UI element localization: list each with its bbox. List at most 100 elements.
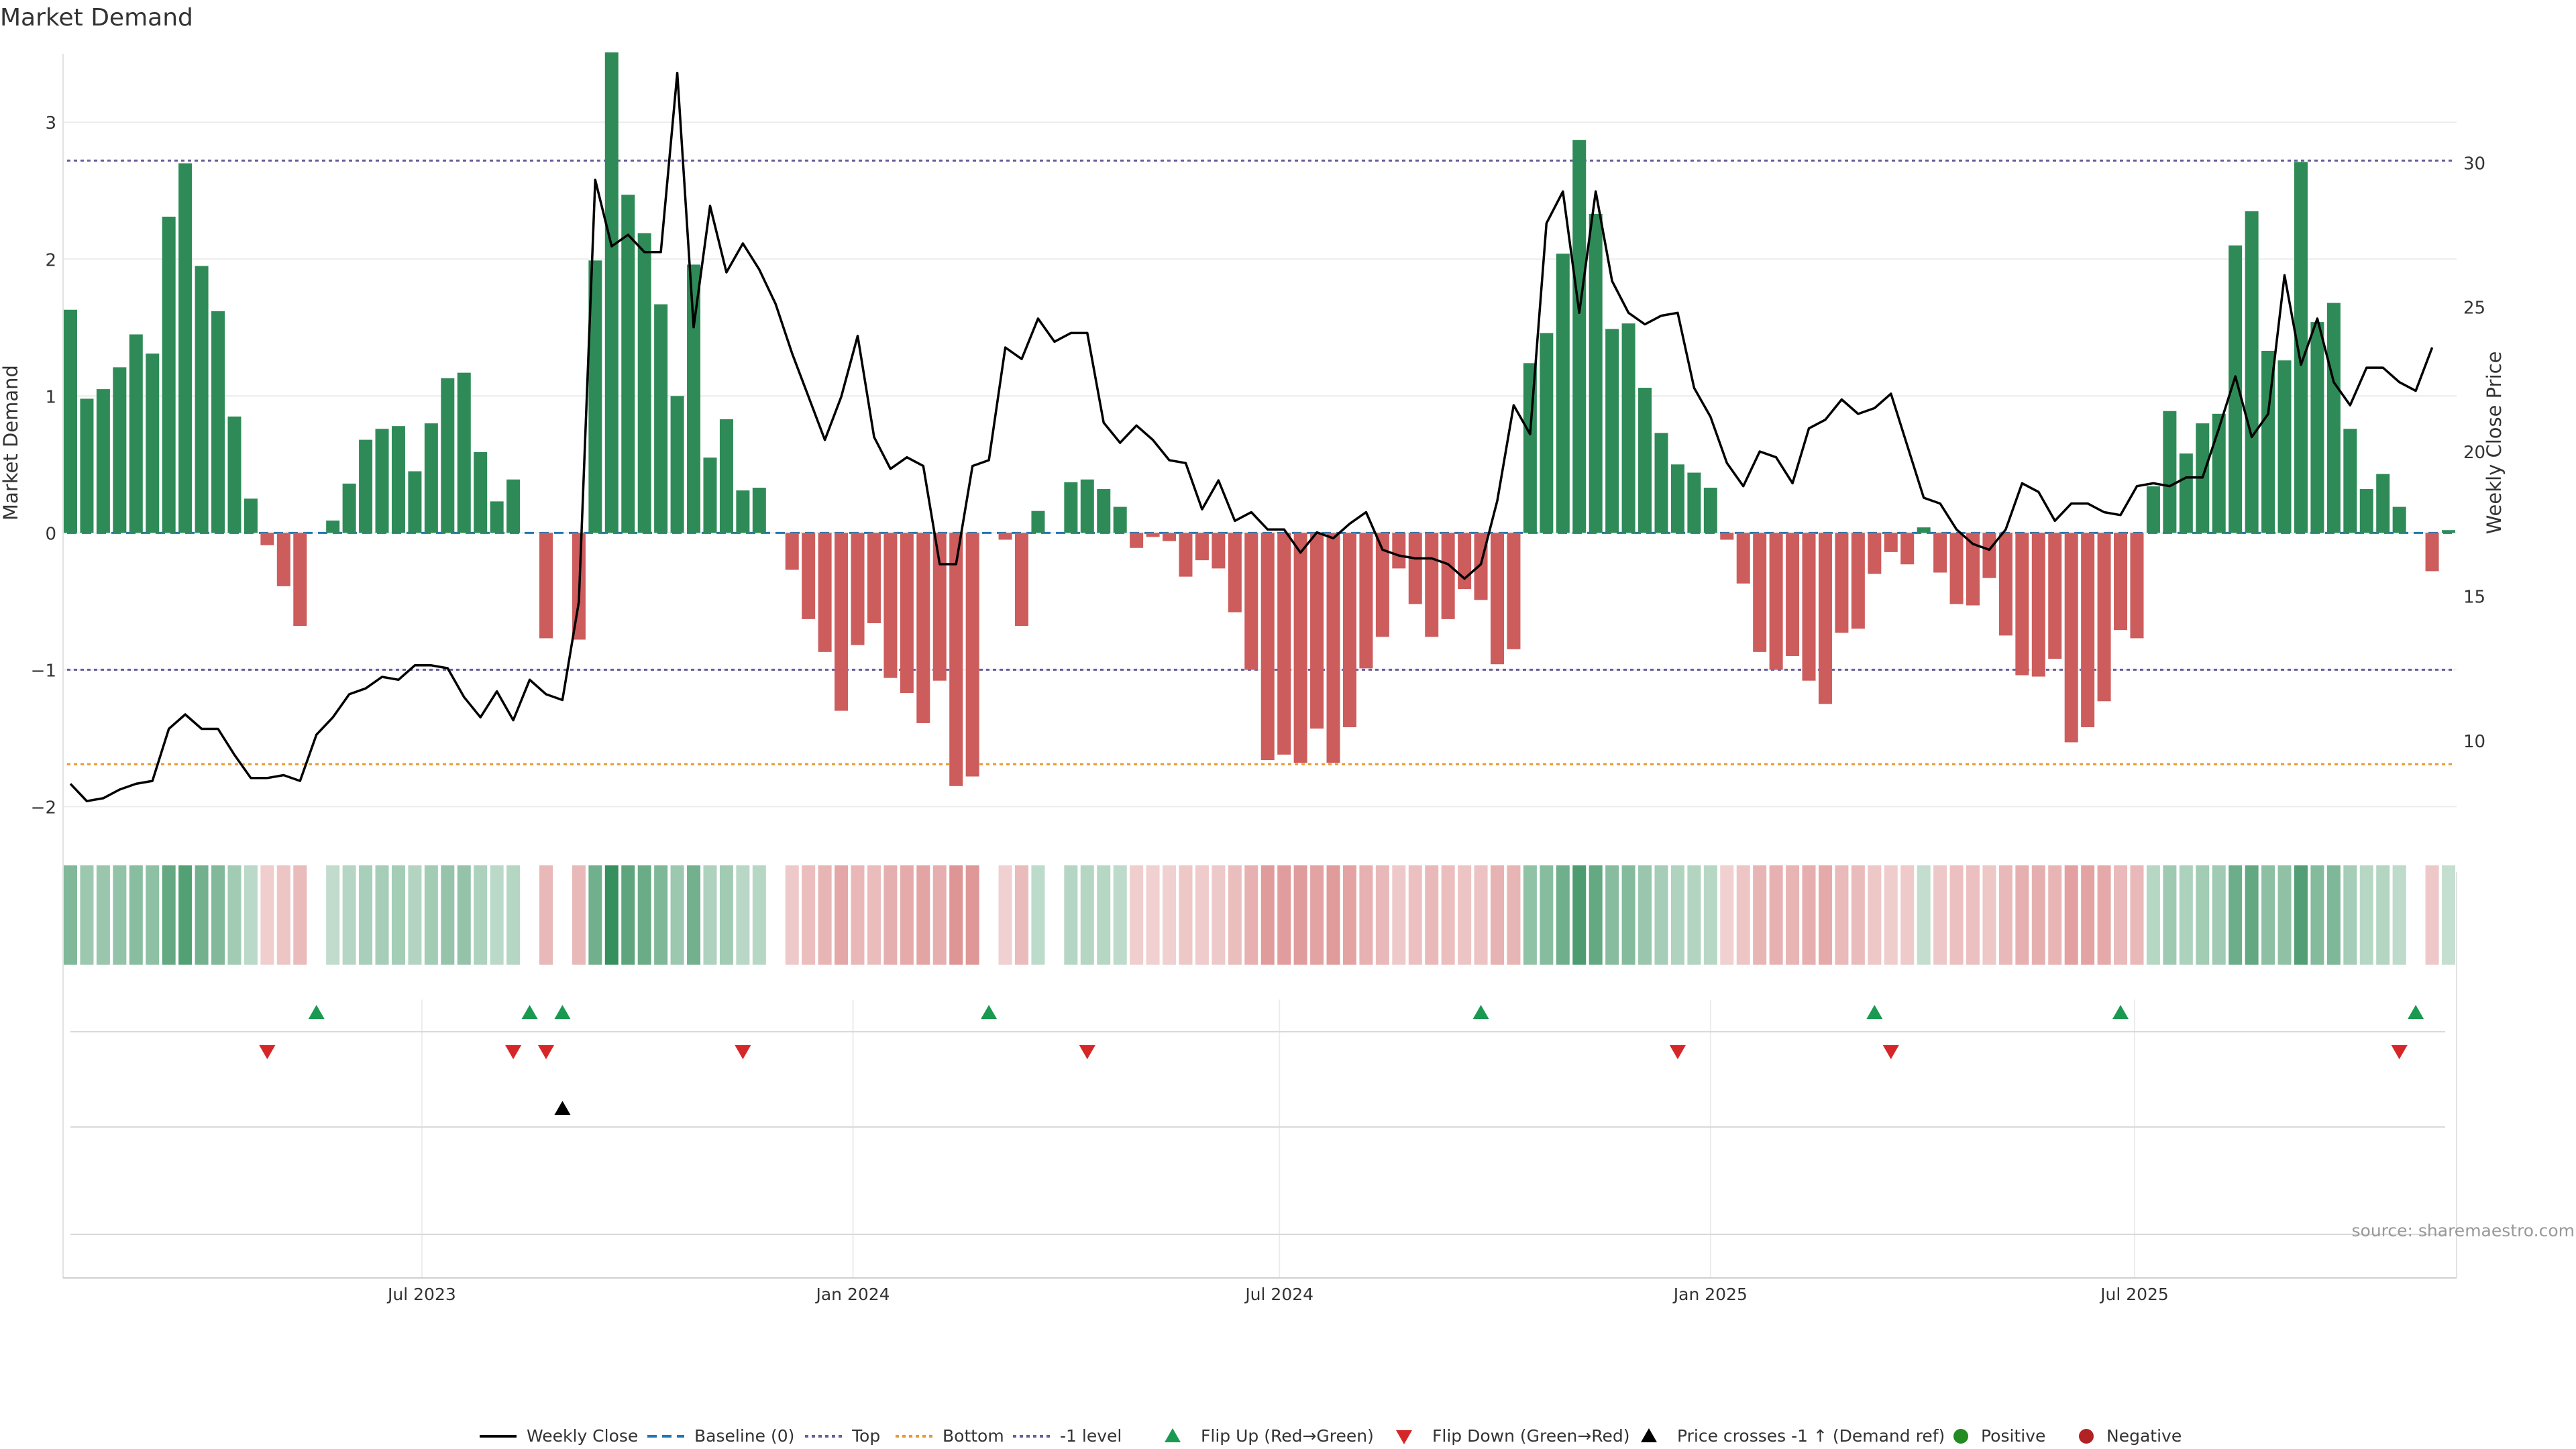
heat-strip-cell — [1359, 865, 1373, 965]
heat-strip-cell — [457, 865, 471, 965]
legend-entry-label: Price crosses -1 ↑ (Demand ref) — [1677, 1426, 1945, 1446]
heat-strip-cell — [1605, 865, 1619, 965]
demand-bar — [293, 533, 307, 627]
heat-strip-cell — [1458, 865, 1472, 965]
demand-bar — [2163, 411, 2177, 533]
demand-bar — [1556, 254, 1570, 533]
heat-strip-cell — [2048, 865, 2062, 965]
heat-strip-cell — [1212, 865, 1226, 965]
flip-up-marker — [521, 1005, 538, 1019]
demand-bar — [1917, 527, 1931, 533]
heat-strip-cell — [1933, 865, 1947, 965]
demand-bar — [490, 501, 504, 533]
heat-strip-cell — [1884, 865, 1898, 965]
heat-strip-cell — [1163, 865, 1177, 965]
demand-bar — [1212, 533, 1226, 569]
heat-strip-cell — [474, 865, 488, 965]
flip-down-marker — [538, 1045, 554, 1059]
demand-bar — [1589, 213, 1603, 533]
heat-strip-cell — [1687, 865, 1701, 965]
heat-strip-cell — [1064, 865, 1078, 965]
chart-title: Market Demand — [0, 4, 193, 32]
demand-bar — [2081, 533, 2095, 728]
heat-strip-cell — [2114, 865, 2128, 965]
heat-strip-cell — [2196, 865, 2210, 965]
heat-strip-cell — [1031, 865, 1045, 965]
heat-strip-cell — [998, 865, 1012, 965]
heat-strip-cell — [670, 865, 684, 965]
demand-bar — [441, 378, 455, 533]
demand-bar — [1080, 479, 1094, 533]
demand-bar — [621, 195, 635, 533]
heat-strip-cell — [146, 865, 160, 965]
demand-bar — [1868, 533, 1882, 574]
demand-bar — [1949, 533, 1964, 604]
flip-up-marker — [981, 1005, 998, 1019]
demand-bar — [2343, 429, 2357, 533]
demand-bar — [326, 520, 340, 533]
demand-bar — [2114, 533, 2128, 631]
demand-bar — [1425, 533, 1439, 637]
heat-strip-cell — [178, 865, 193, 965]
heat-strip-cell — [1491, 865, 1504, 965]
demand-bar — [1851, 533, 1865, 629]
heat-strip-cell — [2376, 865, 2390, 965]
demand-bar — [211, 311, 225, 533]
demand-bar — [604, 52, 619, 533]
heat-strip-cell — [2392, 865, 2406, 965]
demand-bar — [2261, 350, 2275, 533]
heat-strip-cell — [64, 865, 77, 965]
heat-strip-cell — [703, 865, 717, 965]
heat-strip-cell — [835, 865, 849, 965]
heat-strip-cell — [654, 865, 668, 965]
legend-swatch-triangle-up — [1165, 1428, 1181, 1442]
demand-bar — [687, 264, 701, 533]
demand-bar — [1064, 482, 1078, 533]
heat-strip-cell — [2081, 865, 2095, 965]
heat-strip-cell — [1408, 865, 1422, 965]
heat-strip-cell — [1868, 865, 1882, 965]
demand-bar — [1491, 533, 1504, 665]
axes: −2 −1 0 1 2 3 10 15 20 25 30 Jul 2023 Jan 2024 Jul 20… — [31, 54, 2485, 1304]
heat-strip-cell — [2310, 865, 2324, 965]
flip-up-marker — [1472, 1005, 1489, 1019]
heat-strip-cell — [949, 865, 963, 965]
demand-bar — [260, 533, 274, 545]
flip-down-marker — [1079, 1045, 1095, 1059]
heat-strip-cell — [129, 865, 143, 965]
heat-strip-cell — [1310, 865, 1324, 965]
demand-bar — [506, 479, 521, 533]
heat-strip-cell — [883, 865, 898, 965]
heat-strip-cell — [1228, 865, 1242, 965]
heat-strip-cell — [785, 865, 799, 965]
heat-strip-cell — [1703, 865, 1717, 965]
demand-bar — [1654, 433, 1668, 533]
heat-strip-cell — [2425, 865, 2439, 965]
legend-swatch-circle — [1953, 1429, 1968, 1444]
heat-strip-cell — [195, 865, 209, 965]
heat-strip-cell — [1425, 865, 1439, 965]
y2-tick-label: 10 — [2463, 732, 2485, 752]
heat-strip-cell — [2326, 865, 2341, 965]
heat-strip-cell — [227, 865, 241, 965]
y-tick-label: 0 — [45, 524, 56, 544]
demand-bar — [2179, 453, 2193, 533]
demand-bar — [1015, 533, 1028, 627]
heat-strip-cell — [1998, 865, 2012, 965]
demand-bar — [1031, 511, 1045, 533]
heat-strip-cell — [2294, 865, 2308, 965]
demand-bar — [359, 439, 373, 533]
heat-strip-cell — [752, 865, 766, 965]
heat-strip-cell — [637, 865, 651, 965]
demand-bar — [2031, 533, 2045, 677]
heat-strip-cell — [1917, 865, 1931, 965]
demand-bar — [1900, 533, 1915, 565]
flip-down-marker — [505, 1045, 522, 1059]
demand-bar — [2326, 303, 2341, 533]
price-cross-marker — [554, 1101, 571, 1115]
demand-bar — [1507, 533, 1521, 649]
demand-bar — [2097, 533, 2111, 702]
heat-strip-cell — [2130, 865, 2144, 965]
legend-entry-label: Bottom — [943, 1426, 1004, 1446]
demand-bar — [162, 217, 176, 533]
